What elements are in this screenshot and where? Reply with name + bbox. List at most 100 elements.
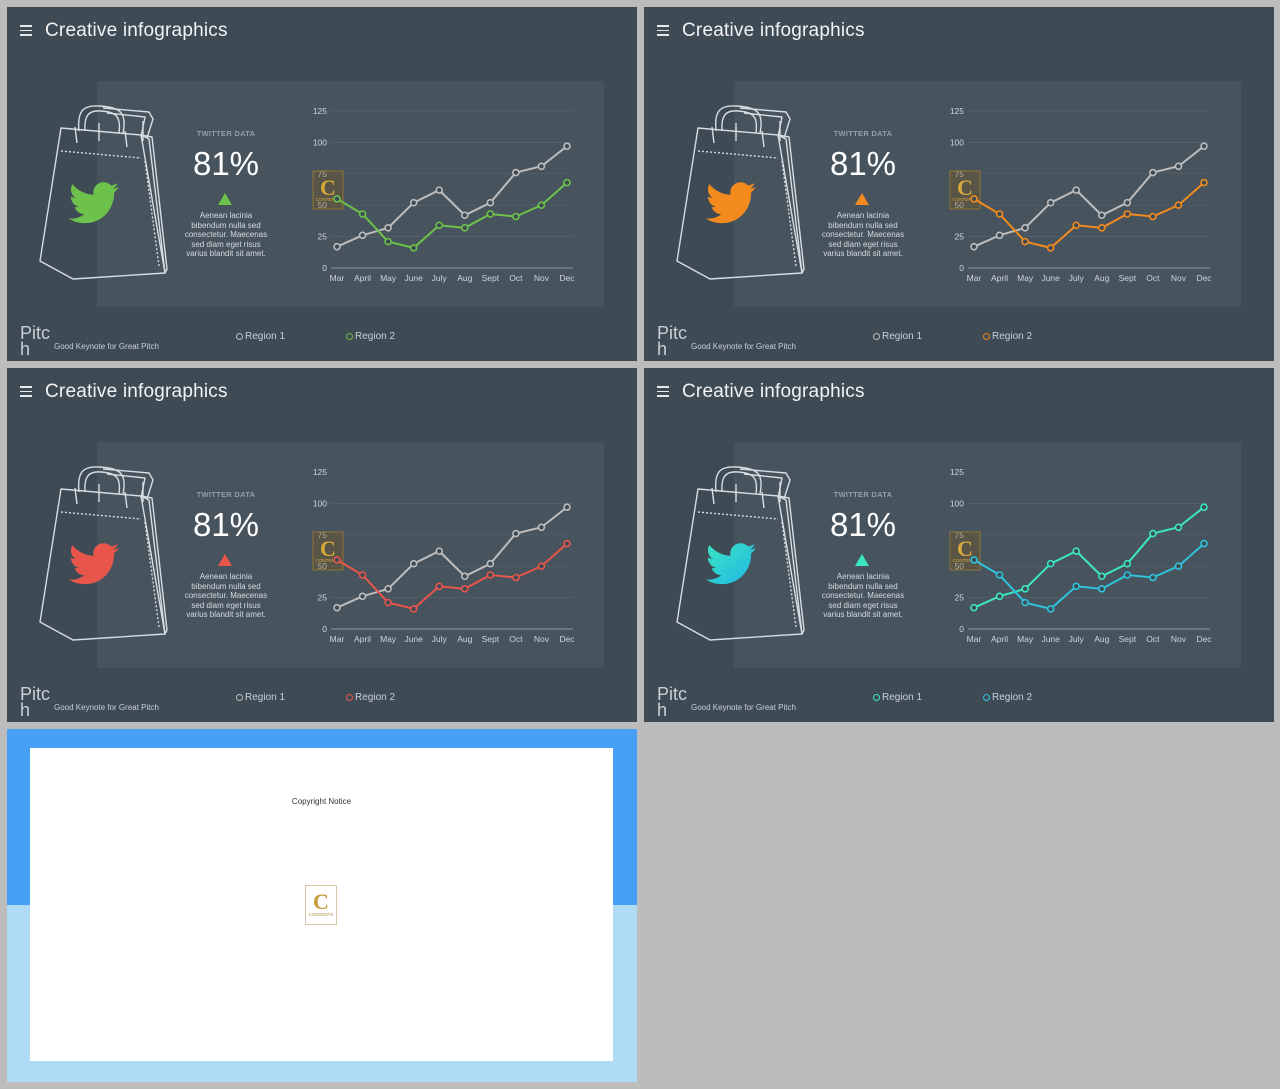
slide-teal[interactable]: Creative infographics TWITTER DATA	[644, 368, 1274, 722]
data-point-region-1	[358, 592, 367, 601]
hamburger-menu-icon[interactable]	[657, 386, 669, 398]
twitter-data-label: TWITTER DATA	[196, 129, 256, 138]
brand-pitch: Pitch	[20, 684, 51, 720]
copyright-page: Copyright Notice C CONTENTS	[30, 748, 613, 1061]
x-tick-label: Nov	[534, 634, 550, 644]
legend-dot-icon	[346, 694, 353, 701]
y-tick-label: 100	[313, 498, 327, 508]
data-point-region-1	[1200, 142, 1208, 150]
y-tick-label: 25	[318, 232, 328, 242]
data-point-region-1	[1021, 224, 1029, 232]
svg-text:CONTENTS: CONTENTS	[316, 197, 341, 202]
data-point-region-2	[563, 178, 571, 187]
data-point-region-1	[1174, 523, 1183, 532]
hamburger-menu-icon[interactable]	[20, 25, 32, 37]
svg-text:CONTENTS: CONTENTS	[316, 558, 341, 563]
x-tick-label: Oct	[1146, 634, 1160, 644]
legend-region-2: Region 2	[983, 331, 1032, 342]
svg-text:C: C	[957, 175, 973, 200]
y-tick-label: 75	[318, 530, 328, 540]
data-point-region-2	[1200, 178, 1208, 187]
data-point-region-2	[460, 585, 469, 593]
contents-logo: C CONTENTS	[305, 885, 337, 930]
data-point-region-1	[384, 224, 392, 232]
slide-title: Creative infographics	[682, 381, 865, 402]
series-line-region-1	[973, 145, 1205, 248]
data-point-region-1	[1123, 198, 1132, 207]
x-tick-label: May	[380, 273, 397, 283]
shopping-bag-icon	[37, 101, 177, 286]
data-point-region-1	[563, 142, 571, 150]
data-point-region-1	[409, 559, 418, 568]
x-tick-label: Dec	[559, 273, 575, 283]
x-tick-label: Aug	[457, 273, 472, 283]
data-point-region-2	[333, 195, 341, 203]
x-tick-label: Dec	[1196, 273, 1212, 283]
x-tick-label: June	[1041, 273, 1060, 283]
data-point-region-2	[537, 562, 546, 570]
x-tick-label: May	[1017, 273, 1034, 283]
legend-dot-icon	[983, 694, 990, 701]
slide-title: Creative infographics	[45, 20, 228, 41]
y-tick-label: 0	[959, 263, 964, 273]
data-point-region-2	[1021, 237, 1029, 246]
data-point-region-2	[970, 556, 978, 564]
brand-pitch: Pitch	[20, 323, 51, 359]
line-chart: 0 25 50 75 100 125 Mar April May June July Aug Sept O…	[303, 97, 588, 292]
data-point-region-1	[486, 559, 495, 568]
y-tick-label: 0	[322, 263, 327, 273]
x-tick-label: Oct	[1146, 273, 1160, 283]
data-point-region-2	[1097, 224, 1106, 232]
data-point-region-1	[1072, 186, 1081, 194]
y-tick-label: 125	[950, 467, 964, 477]
data-point-region-2	[970, 195, 978, 203]
legend-region-2: Region 2	[346, 692, 395, 703]
data-point-region-2	[1046, 605, 1055, 613]
twitter-bird-icon	[705, 543, 758, 592]
slide-orange[interactable]: Creative infographics TWITTER DATA	[644, 7, 1274, 361]
data-point-region-2	[333, 556, 341, 564]
data-point-region-1	[1149, 529, 1157, 538]
x-tick-label: Dec	[1196, 634, 1212, 644]
footer-tagline: Good Keynote for Great Pitch	[54, 703, 159, 712]
data-point-region-2	[460, 224, 469, 232]
content-panel	[734, 442, 1241, 668]
x-tick-label: Oct	[509, 634, 523, 644]
data-point-region-2	[512, 212, 520, 221]
twitter-bird-icon	[68, 182, 121, 231]
x-tick-label: April	[354, 273, 371, 283]
series-line-region-2	[973, 542, 1205, 611]
slide-title: Creative infographics	[45, 381, 228, 402]
data-point-region-2	[537, 201, 546, 209]
data-point-region-1	[970, 603, 978, 612]
hamburger-menu-icon[interactable]	[657, 25, 669, 37]
content-panel	[734, 81, 1241, 307]
hamburger-menu-icon[interactable]	[20, 386, 32, 398]
data-point-region-1	[1046, 559, 1055, 568]
x-tick-label: Mar	[967, 273, 982, 283]
series-line-region-2	[973, 181, 1205, 250]
x-tick-label: June	[404, 273, 423, 283]
data-point-region-1	[563, 503, 571, 511]
description-text: Aenean lacinia bibendum nulla sed consec…	[184, 211, 268, 258]
x-tick-label: Aug	[1094, 273, 1109, 283]
copyright-notice: Copyright Notice	[291, 797, 352, 806]
slide-green[interactable]: Creative infographics TWITTER DATA	[7, 7, 637, 361]
legend-region-2: Region 2	[983, 692, 1032, 703]
series-line-region-1	[336, 145, 568, 248]
data-point-region-2	[512, 573, 520, 582]
x-tick-label: Aug	[1094, 634, 1109, 644]
series-line-region-1	[336, 506, 568, 609]
data-point-region-1	[435, 186, 444, 194]
x-tick-label: Nov	[1171, 273, 1187, 283]
data-point-region-2	[1174, 201, 1183, 209]
svg-text:C: C	[320, 175, 336, 200]
data-point-region-1	[970, 242, 978, 251]
data-point-region-2	[995, 571, 1004, 579]
svg-text:C: C	[313, 889, 329, 914]
slide-copyright[interactable]: Copyright Notice C CONTENTS	[7, 729, 637, 1082]
x-tick-label: July	[432, 273, 448, 283]
data-point-region-2	[995, 210, 1004, 218]
slide-red[interactable]: Creative infographics TWITTER DATA	[7, 368, 637, 722]
